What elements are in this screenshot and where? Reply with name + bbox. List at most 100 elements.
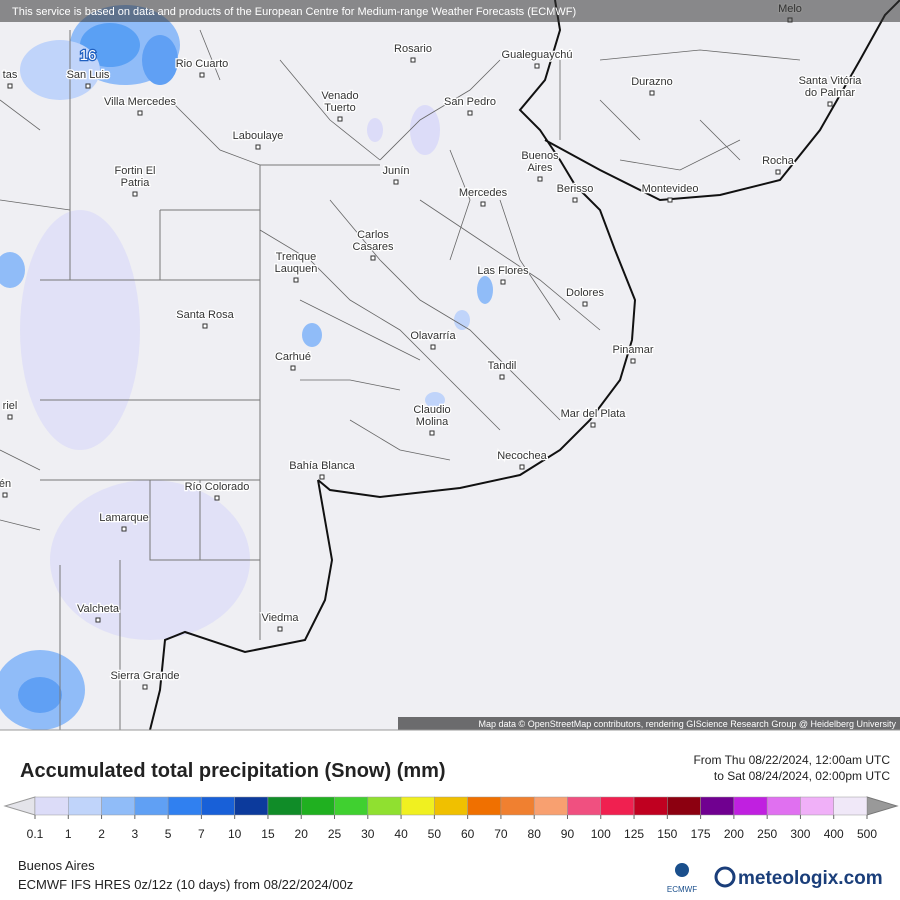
color-swatch [34,796,69,816]
city-marker [214,495,220,501]
coastline-south [149,479,334,731]
city-marker [319,474,325,480]
city-marker [429,430,435,436]
city-label: Mercedes [459,187,508,199]
city-marker [121,526,127,532]
tick-label: 90 [561,827,575,841]
city-label: Pinamar [613,344,654,356]
city-label: Carhué [275,351,311,363]
color-swatch [434,796,468,816]
city-label: Durazno [631,76,673,88]
color-swatch [800,796,834,816]
tick-label: 0.1 [27,827,44,841]
tick-label: 10 [228,827,242,841]
city-label: Sierra Grande [110,670,179,682]
attribution-bottom: Map data © OpenStreetMap contributors, r… [479,719,897,729]
city-label: Río Colorado [185,481,250,493]
city-label: Olavarría [410,330,456,342]
color-swatch [766,796,801,816]
city-marker [500,279,506,285]
tick-label: 175 [691,827,711,841]
borders [0,29,801,730]
color-swatch [733,796,768,816]
tick-label: 30 [361,827,375,841]
city-label: riel [3,400,18,412]
city-marker [667,197,673,203]
color-swatch [400,796,435,816]
city-marker [775,169,781,175]
city-label: Molina [416,416,449,428]
city-marker [290,365,296,371]
footer-model: ECMWF IFS HRES 0z/12z (10 days) from 08/… [18,877,353,892]
city-label: Gualeguaychú [502,49,573,61]
color-swatch [234,796,269,816]
city-label: Laboulaye [233,130,284,142]
tick-label: 40 [394,827,408,841]
color-swatch [334,796,369,816]
city-label: Lamarque [99,512,149,524]
tick-label: 60 [461,827,475,841]
city-label: Patria [121,177,151,189]
city-label: Venado [321,90,358,102]
city-marker [572,197,578,203]
period-to: to Sat 08/24/2024, 02:00pm UTC [714,769,890,783]
city-marker [630,358,636,364]
city-marker [2,492,8,498]
tick-label: 20 [295,827,309,841]
city-label: Rocha [762,155,795,167]
colorbar: 0.1 1 2 3 5 7 10 15 20 25 30 40 50 60 70 80 90 100 125 150 1… [3,796,899,841]
arrow-low [3,796,36,816]
city-marker [410,57,416,63]
color-swatch [101,796,136,816]
color-swatch [833,796,868,816]
attribution-bar-bottom [398,717,900,730]
city-marker [467,110,473,116]
city-label: Viedma [261,612,299,624]
city-label: Berisso [557,183,594,195]
ecmwf-logo: ECMWF [667,885,697,894]
city-label: Necochea [497,450,547,462]
arrow-high [866,796,899,816]
city-marker [95,617,101,623]
city-marker [337,116,343,122]
tick-label: 500 [857,827,877,841]
city-marker [7,414,13,420]
city-label: Villa Mercedes [104,96,176,108]
coastline-uruguay [544,0,900,202]
city-label: Montevideo [642,183,699,195]
city-label: Aires [527,162,553,174]
attribution-top: This service is based on data and produc… [12,6,576,18]
city-label: 16 [80,47,97,64]
city-label: Rosario [394,43,432,55]
legend-title: Accumulated total precipitation (Snow) (… [20,760,446,782]
brand-icon [714,866,736,888]
city-label: Bahía Blanca [289,460,355,472]
city-marker [534,63,540,69]
city-label: Tuerto [324,102,355,114]
city-marker [202,323,208,329]
color-swatch [600,796,635,816]
color-swatch [367,796,402,816]
city-label: én [0,478,11,490]
city-marker [255,144,261,150]
tick-label: 150 [657,827,677,841]
tick-label: 7 [198,827,205,841]
color-swatch [467,796,502,816]
tick-label: 200 [724,827,744,841]
ecmwf-icon [675,863,689,877]
city-marker [430,344,436,350]
city-label: Las Flores [477,265,529,277]
city-label: Carlos [357,229,389,241]
tick-label: 50 [428,827,442,841]
city-marker [142,684,148,690]
color-swatch [134,796,169,816]
city-label: Junín [383,165,410,177]
city-label: tas [3,69,18,81]
city-label: Trenque [276,251,317,263]
city-label: Rio Cuarto [176,58,229,70]
city-marker [132,191,138,197]
tick-label: 300 [790,827,810,841]
color-swatch [500,796,535,816]
color-swatch [667,796,701,816]
